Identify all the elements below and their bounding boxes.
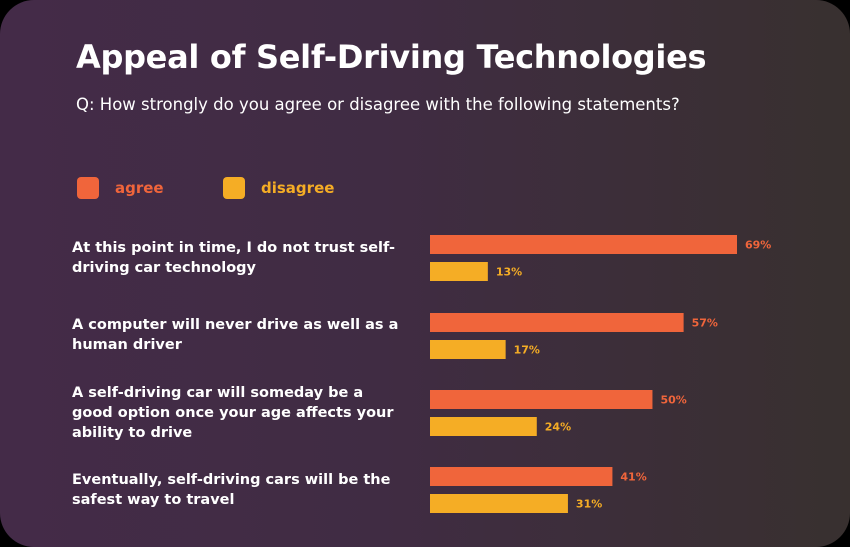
statement-label: At this point in time, I do not trust se… (72, 240, 396, 276)
chart-subtitle: Q: How strongly do you agree or disagree… (76, 95, 680, 114)
statement-label: A computer will never drive as well as a… (72, 317, 399, 353)
bar-agree (430, 467, 613, 486)
bar-disagree (430, 494, 568, 513)
bar-disagree (430, 417, 537, 436)
statement-label: Eventually, self-driving cars will be th… (72, 472, 391, 508)
bar-agree (430, 235, 737, 254)
legend-label-agree: agree (115, 179, 164, 197)
value-label-disagree: 13% (496, 266, 522, 279)
bar-disagree (430, 262, 488, 281)
legend-item-disagree: disagree (223, 176, 334, 200)
value-label-agree: 41% (620, 471, 646, 484)
value-label-agree: 50% (660, 394, 686, 407)
value-label-agree: 57% (692, 317, 718, 330)
value-label-disagree: 24% (545, 421, 571, 434)
value-label-disagree: 17% (514, 344, 540, 357)
bar-agree (430, 390, 653, 409)
bar-disagree (430, 340, 506, 359)
legend-label-disagree: disagree (261, 179, 335, 197)
chart-title: Appeal of Self-Driving Technologies (76, 38, 707, 76)
bar-agree (430, 313, 684, 332)
statement-label: A self-driving car will someday be a goo… (72, 385, 394, 441)
value-label-agree: 69% (745, 239, 771, 252)
legend-swatch-disagree (223, 177, 245, 199)
legend-item-agree: agree (77, 176, 164, 200)
legend-swatch-agree (77, 177, 99, 199)
value-label-disagree: 31% (576, 498, 602, 511)
